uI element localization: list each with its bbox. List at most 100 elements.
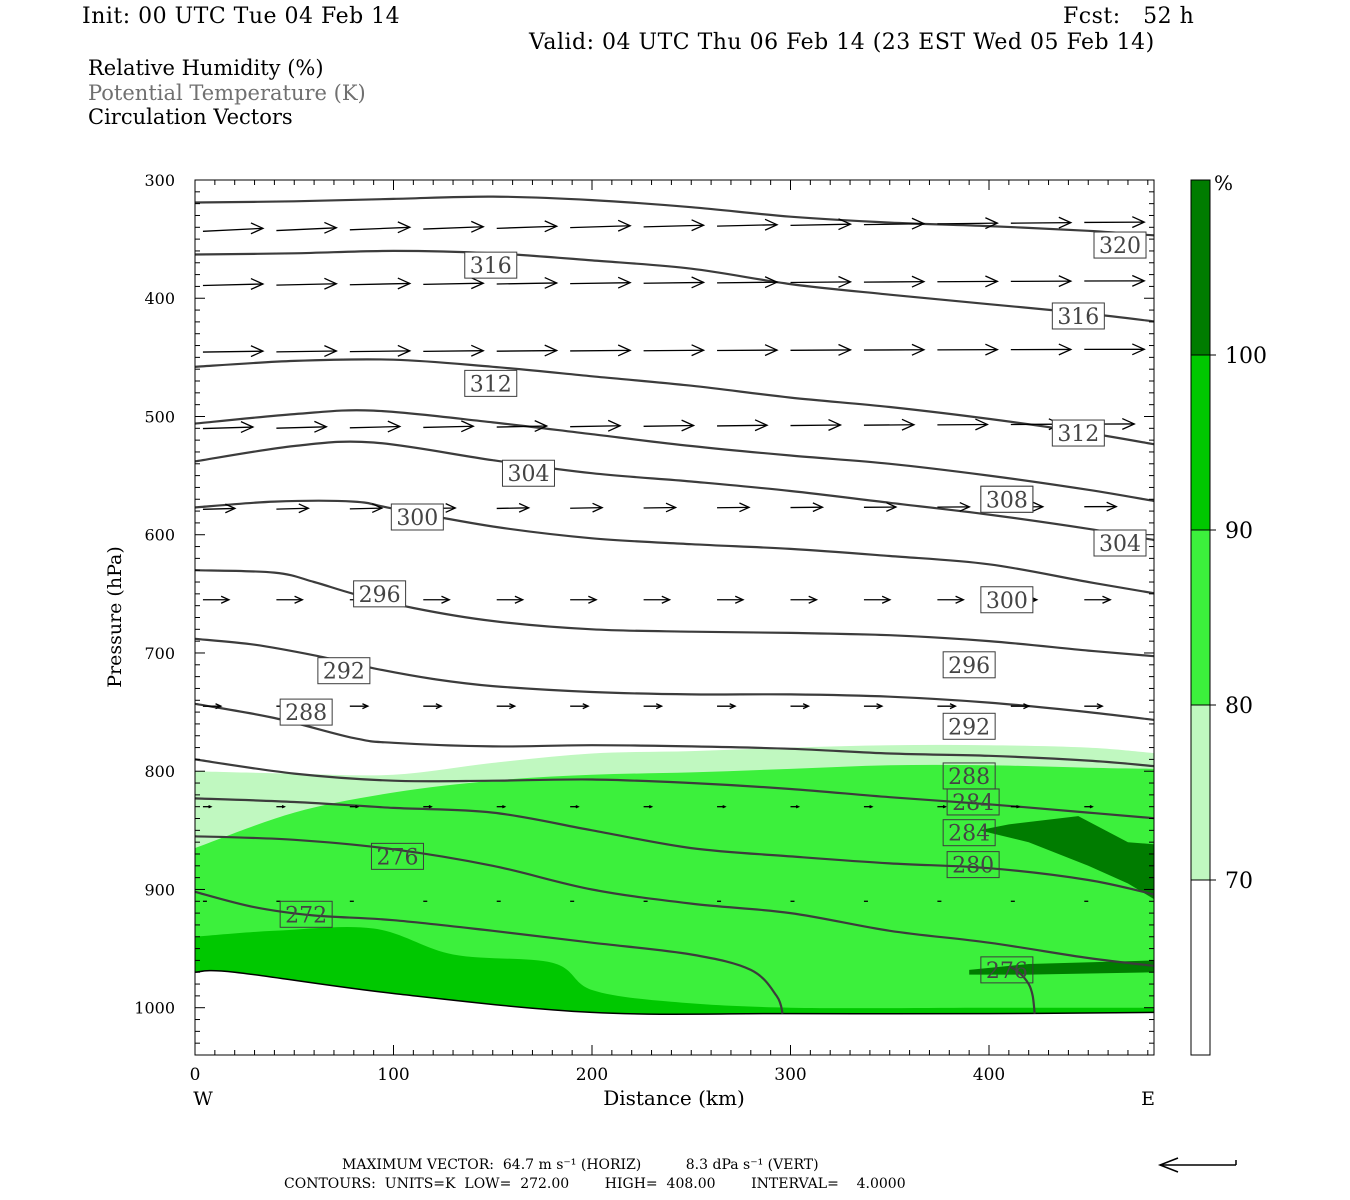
x-tick-label: 100 (377, 1065, 409, 1085)
wind-vector (276, 345, 338, 358)
wind-vector (349, 344, 412, 357)
wind-vector (349, 503, 384, 514)
svg-text:296: 296 (359, 583, 401, 608)
contour-label-300-8: 300 (390, 503, 444, 531)
contour-label-292-107: 292 (942, 712, 996, 740)
wind-vector (202, 805, 213, 809)
theta-contour-280-3 (195, 797, 1154, 896)
wind-vector (643, 219, 706, 232)
svg-text:316: 316 (1057, 305, 1099, 330)
wind-vector (1084, 805, 1094, 809)
theta-contour-296-7 (195, 569, 1154, 658)
colorbar-segment (1191, 355, 1210, 530)
wind-vector (1084, 703, 1104, 710)
contour-label-312-11: 312 (464, 369, 518, 397)
contour-label-280-3: 280 (946, 851, 1000, 879)
footer-max-vector: MAXIMUM VECTOR: 64.7 m s⁻¹ (HORIZ) 8.3 d… (342, 1157, 819, 1173)
colorbar-frame (1190, 179, 1211, 1056)
wind-vector (643, 703, 664, 710)
wind-vector (937, 595, 965, 604)
wind-vector (863, 595, 892, 604)
wind-vector (570, 805, 580, 809)
wind-vector (202, 345, 265, 358)
wind-vector (1010, 703, 1031, 710)
theta-contour-308-10 (195, 409, 1154, 503)
wind-vector (423, 220, 485, 233)
svg-text:284: 284 (948, 822, 990, 847)
x-tick-label: 400 (973, 1065, 1005, 1085)
wind-vector (790, 805, 801, 809)
wind-vector (937, 275, 999, 288)
wind-vector (276, 420, 328, 433)
wind-vector (423, 595, 451, 604)
wind-vector (1010, 275, 1073, 288)
contour-label-308-103: 308 (980, 485, 1034, 513)
colorbar-label: 100 (1225, 344, 1267, 369)
contour-label-300-105: 300 (980, 586, 1034, 614)
rh-fill-100-3 (979, 816, 1154, 900)
wind-vector (937, 501, 971, 512)
y-tick-label: 300 (144, 171, 175, 190)
wind-vector (423, 703, 443, 710)
wind-vector (423, 420, 475, 433)
wind-vector (937, 217, 999, 230)
wind-vector (1010, 216, 1073, 229)
y-tick-label: 800 (144, 762, 175, 781)
wind-vector (863, 275, 926, 288)
wind-vector (1084, 595, 1112, 604)
terrain-mask (195, 970, 1154, 1055)
wind-vector (570, 419, 622, 432)
wind-vector (276, 805, 286, 809)
wind-vector (276, 595, 304, 604)
wind-vector (937, 343, 999, 356)
wind-vector (349, 221, 412, 234)
theta-contour-304-9 (195, 440, 1154, 542)
contour-label-296-7: 296 (353, 580, 407, 608)
wind-vector (717, 218, 779, 231)
wind-vector (202, 222, 265, 235)
colorbar-label: 80 (1225, 694, 1253, 719)
wind-vector (202, 421, 255, 434)
wind-vector (570, 595, 598, 604)
wind-vector (717, 595, 745, 604)
wind-vector (643, 276, 706, 289)
wind-vector (496, 805, 507, 809)
wind-vector (937, 805, 947, 809)
wind-vector (496, 595, 525, 604)
x-tick-label: 0 (190, 1065, 201, 1085)
valid-time: Valid: 04 UTC Thu 06 Feb 14 (23 EST Wed … (529, 30, 1155, 55)
init-time: Init: 00 UTC Tue 04 Feb 14 (82, 4, 401, 29)
wind-vector (1084, 343, 1146, 356)
svg-text:312: 312 (1057, 422, 1099, 447)
wind-vector (570, 344, 632, 357)
theta-contour-316-12 (195, 249, 1154, 323)
wind-vector (570, 703, 590, 710)
svg-text:288: 288 (285, 701, 327, 726)
wind-vector (276, 503, 310, 514)
wind-vector (643, 419, 696, 432)
svg-text:316: 316 (470, 254, 512, 279)
colorbar-segment (1191, 530, 1210, 705)
forecast-hour: Fcst: 52 h (1063, 4, 1195, 29)
wind-vector (643, 502, 678, 513)
wind-vector (496, 276, 559, 289)
terrain-line (195, 969, 1154, 1015)
wind-vector (496, 344, 559, 357)
svg-text:296: 296 (948, 654, 990, 679)
svg-text:304: 304 (507, 462, 549, 487)
contour-label-284-109: 284 (942, 819, 996, 847)
svg-text:272: 272 (285, 903, 327, 928)
theta-contour-312-11 (195, 358, 1154, 446)
y-tick-label: 500 (144, 407, 175, 426)
wind-vector (863, 418, 916, 431)
theta-contour-288-5 (195, 702, 1154, 768)
wind-vector (717, 805, 727, 809)
colorbar-label: 70 (1225, 869, 1253, 894)
contour-label-316-101: 316 (1051, 302, 1105, 330)
svg-text:300: 300 (986, 589, 1028, 614)
theta-contour-272-1 (1008, 965, 1036, 1014)
wind-vector (790, 218, 853, 231)
wind-vector (937, 703, 957, 710)
wind-vector (863, 217, 926, 230)
wind-vector (790, 502, 825, 513)
